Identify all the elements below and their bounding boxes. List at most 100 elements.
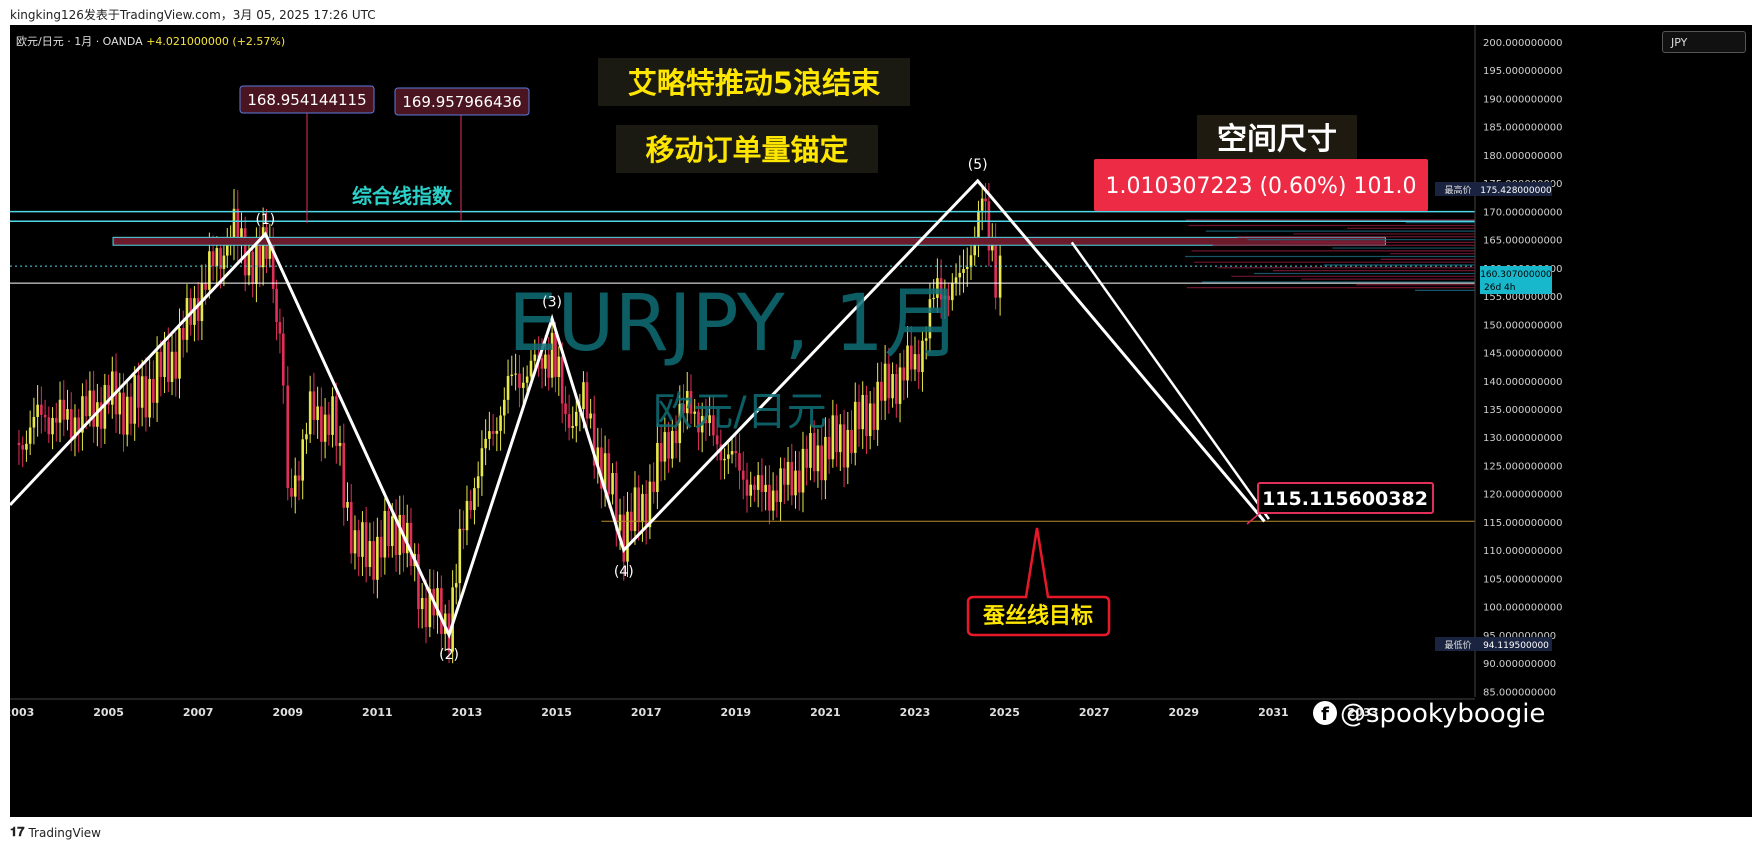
candle-body: [25, 443, 28, 450]
time-tick-label: 2015: [541, 706, 572, 719]
candle-body: [652, 481, 655, 493]
candle-body: [842, 424, 846, 468]
candle-body: [222, 255, 226, 269]
candle-body: [618, 514, 622, 531]
candle-body: [36, 404, 39, 418]
wave-label: (2): [439, 647, 459, 663]
candle-body: [820, 445, 823, 481]
anchor-2-box[interactable]: [394, 87, 530, 116]
candle-body: [43, 414, 47, 418]
candle-body: [663, 432, 667, 462]
measure-box[interactable]: [1094, 159, 1428, 211]
currency-button[interactable]: JPY: [1662, 31, 1746, 53]
low-value: 94.119500000: [1483, 641, 1549, 651]
candle-body: [700, 415, 704, 433]
candle-body: [749, 484, 753, 496]
watermark-ticker: EURJPY, 1月: [508, 279, 962, 369]
publisher-line: kingking126发表于TradingView.com，3月 05, 202…: [10, 8, 376, 22]
price-tick-label: 140.000000000: [1483, 377, 1563, 388]
high-label-box: [1435, 182, 1482, 196]
candle-body: [704, 415, 708, 424]
candle-body: [693, 411, 697, 414]
candle-body: [797, 470, 801, 493]
candle-body: [462, 528, 465, 531]
candle-body: [469, 500, 473, 510]
candle-body: [917, 354, 921, 373]
candle-body: [297, 475, 301, 481]
candle-body: [868, 403, 872, 437]
watermark-name: 欧元/日元: [653, 389, 826, 435]
candle-body: [379, 536, 383, 558]
candle-body: [812, 433, 816, 472]
candle-body: [973, 240, 977, 256]
candle-body: [163, 341, 166, 377]
candle-body: [544, 354, 547, 369]
candle-body: [196, 298, 200, 322]
candle-body: [525, 376, 529, 383]
price-tick-label: 190.000000000: [1483, 94, 1563, 105]
time-tick-label: 2027: [1079, 706, 1110, 719]
candle-body: [741, 470, 745, 480]
candle-body: [936, 278, 939, 298]
candle-body: [181, 327, 185, 340]
wave-label: (4): [614, 564, 634, 580]
time-tick-label: 2029: [1168, 706, 1199, 719]
candle-body: [465, 500, 469, 531]
candle-body: [794, 470, 797, 496]
levels-layer: [10, 210, 1475, 522]
candle-body: [278, 322, 282, 334]
candle-body: [372, 541, 375, 580]
candle-body: [51, 417, 54, 435]
wave-label: (5): [968, 157, 988, 173]
candle-body: [715, 435, 719, 445]
candle-body: [316, 406, 319, 420]
candle-body: [969, 255, 973, 268]
candle-body: [17, 442, 21, 446]
elliott-wave-path: [10, 178, 1266, 639]
chart-frame[interactable]: EURJPY, 1月 欧元/日元 (1) (2) (3) (4) (5) 艾略特推动5浪…: [10, 25, 1752, 817]
candle-body: [81, 396, 84, 433]
candle-body: [62, 399, 66, 420]
candle-body: [122, 392, 125, 435]
candle-body: [125, 396, 129, 435]
candle-body: [648, 481, 652, 528]
candle-body: [921, 340, 924, 373]
time-tick-label: 2019: [720, 706, 751, 719]
candle-body: [913, 354, 917, 370]
candle-body: [615, 472, 618, 531]
candle-body: [110, 371, 114, 405]
measure-box-text: 1.010307223 (0.60%) 101.0: [1106, 174, 1417, 199]
candle-body: [596, 447, 600, 466]
chart-svg[interactable]: EURJPY, 1月 欧元/日元 (1) (2) (3) (4) (5) 艾略特推动5浪…: [10, 25, 1752, 817]
candle-body: [293, 475, 297, 497]
target-box[interactable]: [1257, 482, 1434, 514]
candle-body: [58, 399, 62, 423]
candle-body: [816, 445, 820, 472]
anchor-1-box[interactable]: [239, 85, 375, 114]
price-tick-label: 125.000000000: [1483, 461, 1563, 472]
candle-body: [409, 522, 413, 567]
candle-body: [678, 403, 682, 444]
symbol-bar[interactable]: 欧元/日元 · 1月 · OANDA +4.021000000 (+2.57%): [16, 33, 285, 49]
candle-body: [232, 208, 236, 245]
candle-body: [582, 382, 585, 410]
candle-body: [510, 374, 514, 377]
time-tick-label: 2009: [272, 706, 303, 719]
candle-body: [764, 484, 767, 492]
target-label-box[interactable]: [966, 527, 1111, 637]
candle-body: [394, 516, 398, 555]
title-1: 艾略特推动5浪结束: [628, 66, 880, 100]
time-tick-label: 2021: [810, 706, 841, 719]
candle-body: [659, 442, 663, 462]
candle-body: [574, 411, 578, 427]
candle-body: [251, 251, 254, 284]
candle-body: [376, 536, 379, 580]
wave-label: (3): [542, 295, 562, 311]
wave-labels-layer: (1) (2) (3) (4) (5): [255, 157, 987, 663]
candle-body: [831, 415, 835, 460]
candle-body: [697, 411, 700, 433]
candle-body: [129, 396, 133, 424]
wave-layer: [10, 178, 1270, 639]
time-axis: 2003 2005 2007 2009 2011 2013 2015 2017 2019 2021…: [10, 698, 1752, 725]
candle-body: [73, 417, 77, 439]
